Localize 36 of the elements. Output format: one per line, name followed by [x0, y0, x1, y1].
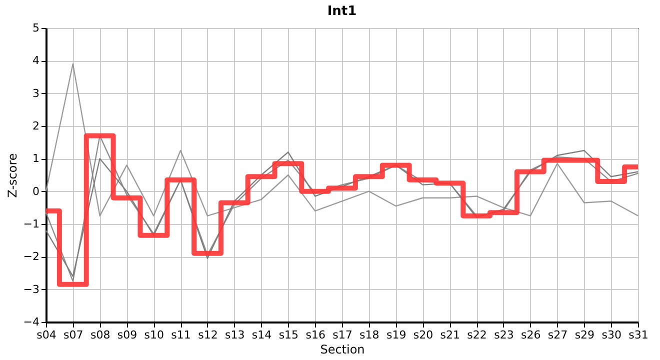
x-tick-label: s16 [306, 328, 326, 342]
x-tick-label: s07 [64, 328, 84, 342]
y-tick-label: 1 [32, 152, 40, 166]
x-tick-label: s18 [360, 328, 380, 342]
y-tick-label: −2 [23, 250, 40, 264]
x-tick-label: s20 [413, 328, 434, 342]
y-tick-label: −1 [23, 218, 40, 230]
x-tick-label: s04 [36, 328, 56, 342]
y-tick-label: 3 [32, 86, 40, 100]
x-tick-label: s30 [602, 328, 622, 342]
x-tick-label: s29 [574, 328, 595, 342]
y-tick-label: 0 [32, 184, 40, 198]
y-tick-label: 4 [32, 54, 40, 68]
chart-title: Int1 [327, 4, 357, 19]
x-axis-title: Section [320, 342, 365, 356]
x-tick-label: s11 [171, 328, 191, 342]
y-tick-label: −3 [23, 282, 40, 296]
y-axis-title: Z-score [5, 153, 20, 198]
x-tick-label: s21 [440, 328, 460, 342]
x-tick-label: s19 [386, 328, 406, 342]
x-tick-label: s31 [628, 328, 648, 342]
x-tick-label: s22 [467, 328, 487, 342]
x-tick-label: s15 [278, 328, 299, 342]
x-tick-label: s13 [224, 328, 245, 342]
x-tick-label: s12 [198, 328, 218, 342]
x-tick-label: s27 [548, 328, 568, 342]
y-tick-label: 2 [32, 120, 40, 132]
y-tick-label: −4 [23, 316, 40, 328]
x-tick-label: s23 [494, 328, 514, 342]
x-tick-label: s08 [90, 328, 110, 342]
x-tick-label: s17 [332, 328, 352, 342]
x-tick-label: s14 [252, 328, 272, 342]
x-tick-label: s26 [520, 328, 541, 342]
x-tick-label: s10 [144, 328, 164, 342]
x-tick-label: s09 [117, 328, 138, 342]
y-tick-label: 5 [32, 22, 40, 34]
